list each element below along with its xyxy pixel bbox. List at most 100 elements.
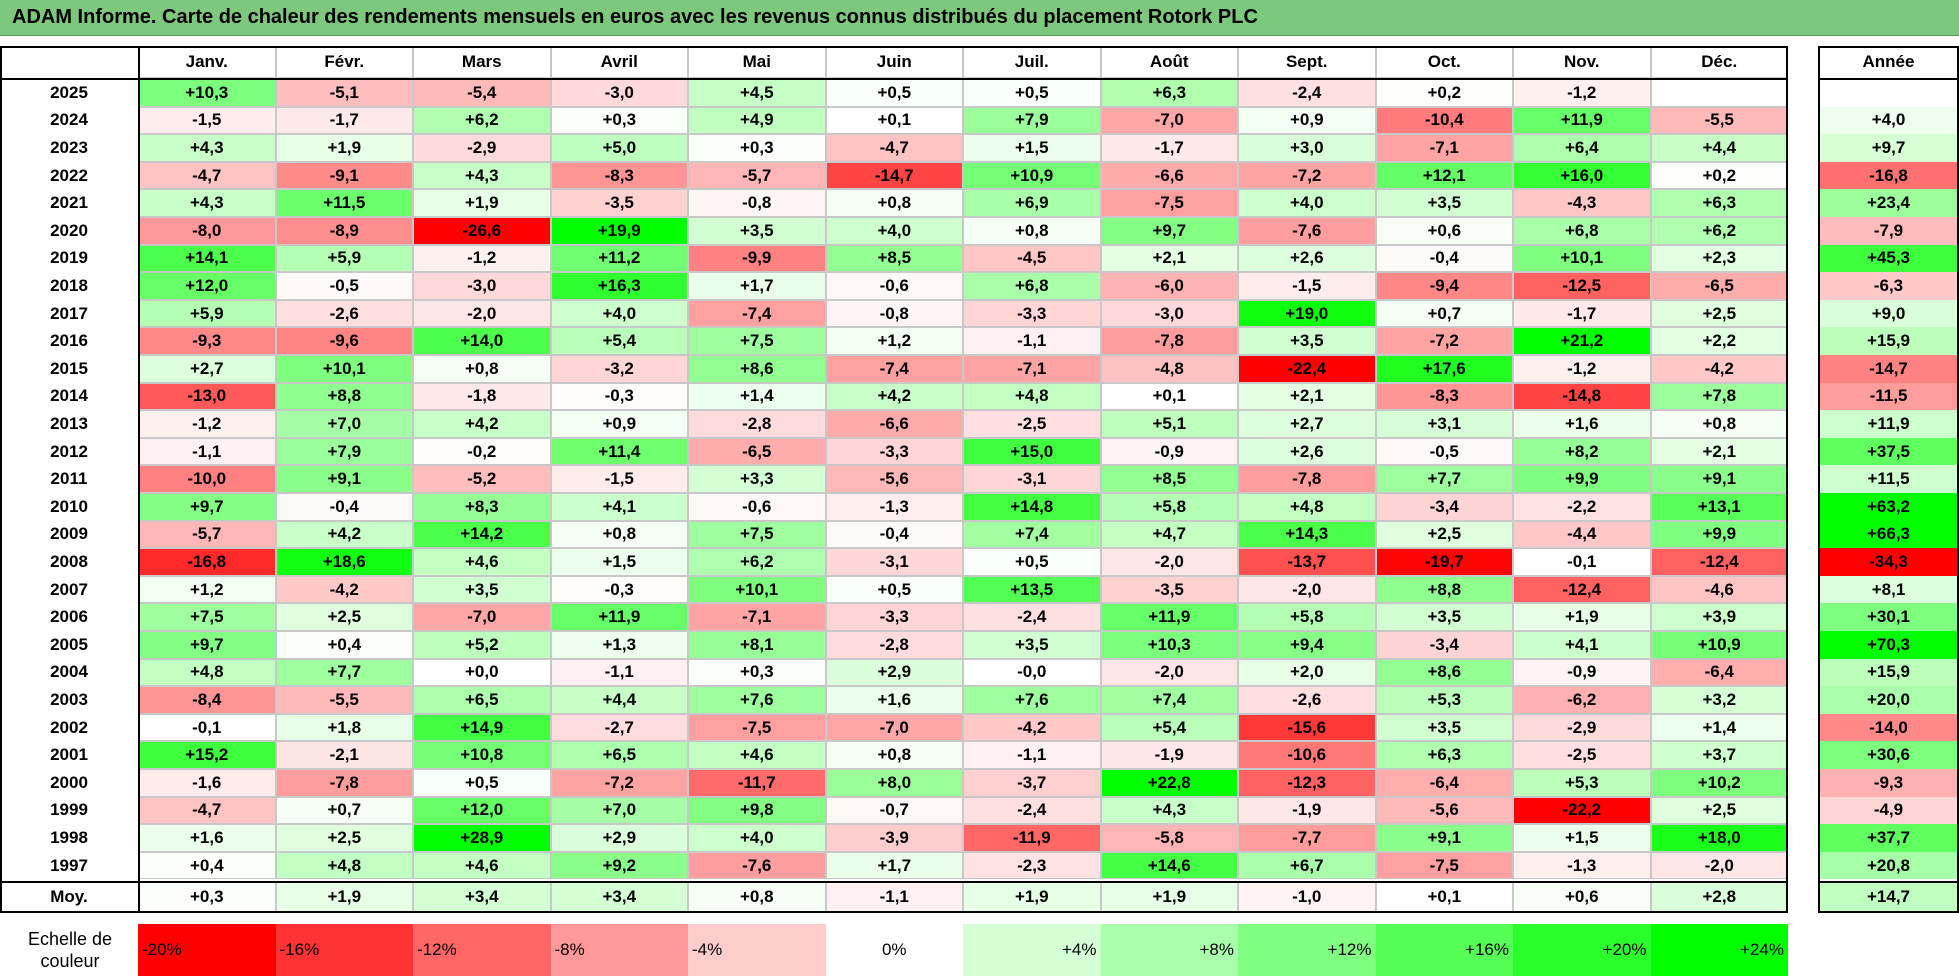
heatmap-cell: -12,4 [1513,575,1651,604]
annual-cell: -11,5 [1818,382,1959,411]
heatmap-cell: +0,8 [825,741,963,769]
heatmap-cell: -3,9 [825,824,963,852]
heatmap-cell: -2,0 [1650,851,1788,880]
heatmap-cell: -2,9 [1513,713,1651,742]
month-header: Janv. [138,46,276,78]
heatmap-cell: +2,1 [1238,382,1376,411]
heatmap-cell: +7,5 [688,520,826,549]
heatmap-cell: -7,4 [825,355,963,383]
heatmap-cell: -0,3 [550,382,688,411]
average-cell: +1,9 [963,881,1101,913]
heatmap-cell: -2,2 [1513,493,1651,521]
heatmap-cell: +14,6 [1100,851,1238,880]
heatmap-cell: -3,4 [1375,493,1513,521]
heatmap-cell: +10,1 [275,355,413,383]
year-label: 1997 [50,855,88,875]
year-label: 2023 [50,137,88,157]
heatmap-cell: +3,0 [1238,134,1376,162]
average-cell: +1,9 [275,881,413,913]
heatmap-cell: -3,5 [550,189,688,217]
heatmap-cell: +5,0 [550,134,688,162]
color-scale-swatch: +16% [1375,924,1513,976]
annual-cell: +23,4 [1818,189,1959,217]
heatmap-cell: -1,1 [963,327,1101,355]
heatmap-cell: +19,0 [1238,299,1376,328]
heatmap-cell: +6,3 [1375,741,1513,769]
heatmap-cell: -1,2 [1513,355,1651,383]
heatmap-cell: +1,7 [825,851,963,880]
heatmap-cell: +2,6 [1238,244,1376,273]
average-cell: +2,8 [1650,881,1788,913]
month-header: Oct. [1375,46,1513,78]
year-label: 2007 [50,579,88,599]
heatmap-cell: +0,0 [413,658,551,687]
heatmap-cell: -1,2 [413,244,551,273]
heatmap-cell: -11,9 [963,824,1101,852]
heatmap-cell: +3,5 [1375,713,1513,742]
heatmap-cell: -14,7 [825,161,963,190]
heatmap-cell: -6,2 [1513,686,1651,714]
heatmap-cell: +0,8 [413,355,551,383]
heatmap-cell: -9,9 [688,244,826,273]
annual-cell [1818,79,1959,107]
annual-cell: +20,8 [1818,851,1959,880]
heatmap-cell: +1,9 [1513,603,1651,631]
heatmap-cell: +0,5 [825,575,963,604]
heatmap-cell: -2,3 [963,851,1101,880]
heatmap-cell: +28,9 [413,824,551,852]
heatmap-cell: +7,7 [1375,465,1513,493]
heatmap-cell: -7,8 [1100,327,1238,355]
heatmap-cell: +6,4 [1513,134,1651,162]
heatmap-cell: +6,7 [1238,851,1376,880]
heatmap-cell: -0,6 [688,493,826,521]
heatmap-cell: +4,9 [688,106,826,135]
heatmap-cell: +6,3 [1100,79,1238,107]
heatmap-cell: +18,6 [275,548,413,576]
annual-cell: -7,9 [1818,217,1959,245]
heatmap-cell: +3,9 [1650,603,1788,631]
heatmap-cell: +1,8 [275,713,413,742]
heatmap-cell: +4,5 [688,79,826,107]
heatmap-cell: +0,5 [825,79,963,107]
heatmap-cell: +8,0 [825,769,963,797]
heatmap-cell: -2,4 [963,796,1101,825]
average-annual-cell: +14,7 [1818,881,1959,913]
annual-cell: +30,6 [1818,741,1959,769]
annual-cell: +63,2 [1818,493,1959,521]
heatmap-cell: -7,1 [963,355,1101,383]
heatmap-cell: +0,7 [1375,299,1513,328]
annual-cell: +20,0 [1818,686,1959,714]
heatmap-cell: -5,2 [413,465,551,493]
heatmap-cell: +4,0 [825,217,963,245]
year-label: 2021 [50,193,88,213]
heatmap-cell: +1,4 [688,382,826,411]
annual-cell: -6,3 [1818,272,1959,300]
heatmap-cell: -6,6 [825,410,963,438]
heatmap-cell: -3,3 [825,603,963,631]
year-label: 1999 [50,800,88,820]
year-label: 2020 [50,220,88,240]
heatmap-cell: +4,6 [688,741,826,769]
heatmap-cell: -6,6 [1100,161,1238,190]
heatmap-cell: +0,3 [550,106,688,135]
heatmap-cell: -7,1 [688,603,826,631]
annual-cell: +37,5 [1818,437,1959,466]
color-scale-swatch: +12% [1238,924,1376,976]
color-scale-swatch: +4% [963,924,1101,976]
heatmap-cell: +9,1 [1650,465,1788,493]
heatmap-cell: -7,2 [550,769,688,797]
heatmap-cell: -4,7 [138,161,276,190]
heatmap-cell: -1,7 [275,106,413,135]
heatmap-cell: -1,1 [963,741,1101,769]
heatmap-cell: -0,1 [138,713,276,742]
annual-cell: +45,3 [1818,244,1959,273]
heatmap-cell: +10,9 [1650,631,1788,659]
heatmap-cell: +2,2 [1650,327,1788,355]
heatmap-cell: +0,9 [550,410,688,438]
heatmap-cell: -4,7 [825,134,963,162]
annual-cell: +15,9 [1818,658,1959,687]
heatmap-cell: +12,1 [1375,161,1513,190]
heatmap-cell: +7,5 [138,603,276,631]
year-label: 2003 [50,689,88,709]
heatmap-cell: -9,6 [275,327,413,355]
